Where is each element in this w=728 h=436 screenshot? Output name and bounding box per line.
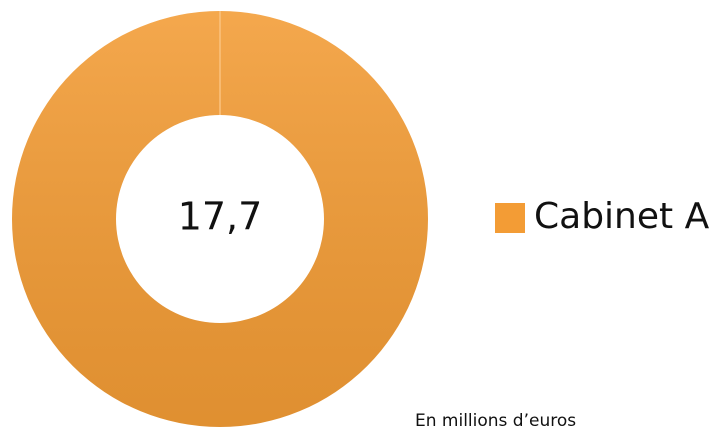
slice-shade	[12, 11, 428, 427]
legend-swatch	[495, 203, 525, 233]
annotation: En millions d’euros	[415, 411, 576, 431]
value-label: 17,7	[178, 195, 263, 239]
legend-label: Cabinet A	[534, 196, 710, 237]
